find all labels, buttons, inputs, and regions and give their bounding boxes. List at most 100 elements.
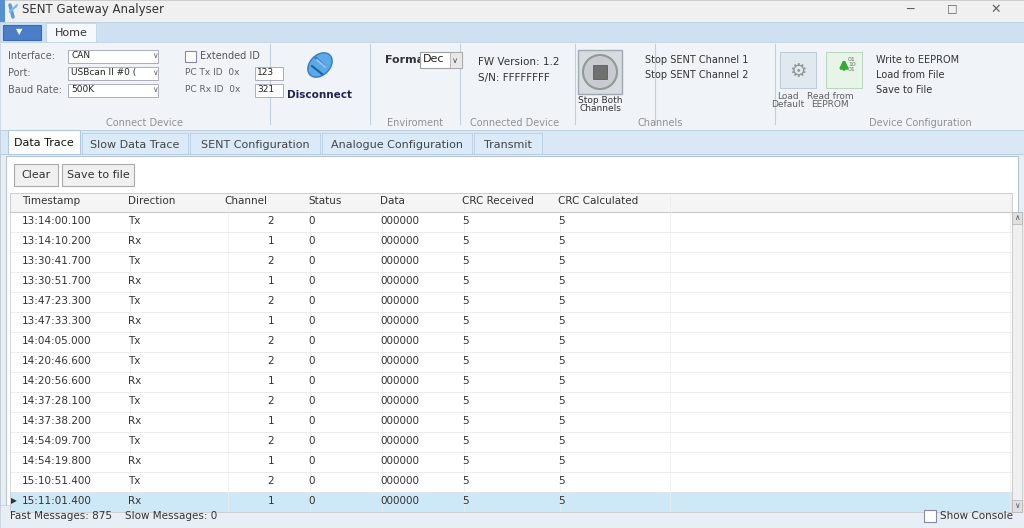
Text: 13:47:23.300: 13:47:23.300 bbox=[22, 296, 92, 306]
Text: SENT Configuration: SENT Configuration bbox=[201, 140, 309, 150]
Bar bbox=[62, 164, 134, 186]
Text: 5: 5 bbox=[558, 396, 564, 406]
Text: FW Version: 1.2: FW Version: 1.2 bbox=[478, 57, 559, 67]
Text: 01: 01 bbox=[848, 57, 856, 62]
Text: Default: Default bbox=[771, 100, 805, 109]
Bar bbox=[1012, 212, 1022, 512]
Text: Save to file: Save to file bbox=[67, 170, 129, 180]
Text: 14:54:19.800: 14:54:19.800 bbox=[22, 456, 92, 466]
Text: 1: 1 bbox=[267, 316, 274, 326]
Text: Load: Load bbox=[777, 92, 799, 101]
Ellipse shape bbox=[583, 55, 617, 89]
Text: 14:54:09.700: 14:54:09.700 bbox=[22, 436, 92, 446]
Text: 0: 0 bbox=[308, 376, 314, 386]
Text: 5: 5 bbox=[462, 436, 469, 446]
Text: 000000: 000000 bbox=[380, 376, 419, 386]
Text: USBcan II #0 (: USBcan II #0 ( bbox=[71, 68, 136, 77]
Bar bbox=[10, 352, 1012, 372]
Text: Status: Status bbox=[308, 196, 341, 206]
Text: Channels: Channels bbox=[579, 104, 621, 113]
Text: S/N: FFFFFFFF: S/N: FFFFFFFF bbox=[478, 73, 550, 83]
Text: 0: 0 bbox=[308, 256, 314, 266]
Text: Tx: Tx bbox=[128, 216, 140, 226]
Text: Transmit: Transmit bbox=[484, 140, 531, 150]
Text: 0: 0 bbox=[308, 336, 314, 346]
Text: ∨: ∨ bbox=[152, 51, 158, 60]
Text: Tx: Tx bbox=[128, 356, 140, 366]
Text: 13:14:00.100: 13:14:00.100 bbox=[22, 216, 92, 226]
Text: EEPROM: EEPROM bbox=[811, 100, 849, 109]
Text: 5: 5 bbox=[558, 296, 564, 306]
Text: 000000: 000000 bbox=[380, 416, 419, 426]
Text: 5: 5 bbox=[558, 436, 564, 446]
Text: 14:37:28.100: 14:37:28.100 bbox=[22, 396, 92, 406]
Text: 0: 0 bbox=[308, 316, 314, 326]
Bar bbox=[68, 67, 158, 80]
Text: Baud Rate:: Baud Rate: bbox=[8, 85, 62, 95]
Bar bbox=[10, 212, 1012, 232]
Text: 5: 5 bbox=[462, 396, 469, 406]
Bar bbox=[10, 193, 1012, 512]
Text: Connect Device: Connect Device bbox=[106, 118, 183, 128]
Text: 000000: 000000 bbox=[380, 476, 419, 486]
Text: Tx: Tx bbox=[128, 436, 140, 446]
Text: Interface:: Interface: bbox=[8, 51, 55, 61]
Text: 1: 1 bbox=[267, 416, 274, 426]
Text: 0: 0 bbox=[308, 496, 314, 506]
Text: ─: ─ bbox=[906, 3, 913, 16]
Text: Analogue Configuration: Analogue Configuration bbox=[331, 140, 463, 150]
Bar bbox=[0, 22, 1024, 42]
Text: 0: 0 bbox=[308, 296, 314, 306]
Text: ▶: ▶ bbox=[11, 496, 16, 505]
Text: 5: 5 bbox=[462, 256, 469, 266]
Text: Channels: Channels bbox=[637, 118, 683, 128]
Bar bbox=[1012, 500, 1022, 512]
Text: 5: 5 bbox=[558, 316, 564, 326]
Bar bbox=[10, 332, 1012, 352]
Bar bbox=[0, 0, 5, 22]
Text: 5: 5 bbox=[558, 336, 564, 346]
Text: Rx: Rx bbox=[128, 496, 141, 506]
Text: 2: 2 bbox=[267, 356, 274, 366]
Text: 0: 0 bbox=[308, 416, 314, 426]
Text: Direction: Direction bbox=[128, 196, 175, 206]
Text: 000000: 000000 bbox=[380, 496, 419, 506]
Text: 5: 5 bbox=[462, 456, 469, 466]
Text: Rx: Rx bbox=[128, 316, 141, 326]
Text: ⚙: ⚙ bbox=[790, 62, 807, 81]
Text: Tx: Tx bbox=[128, 396, 140, 406]
Text: 000000: 000000 bbox=[380, 296, 419, 306]
Text: 000000: 000000 bbox=[380, 276, 419, 286]
Text: □: □ bbox=[947, 3, 957, 13]
Text: 0: 0 bbox=[308, 216, 314, 226]
Bar bbox=[68, 50, 158, 63]
Text: 0: 0 bbox=[308, 456, 314, 466]
Bar bbox=[10, 452, 1012, 472]
Text: 10: 10 bbox=[848, 62, 856, 67]
Text: Timestamp: Timestamp bbox=[22, 196, 80, 206]
Bar bbox=[10, 312, 1012, 332]
Bar bbox=[10, 392, 1012, 412]
Text: 5: 5 bbox=[462, 336, 469, 346]
Text: 5: 5 bbox=[558, 236, 564, 246]
Bar bbox=[8, 130, 80, 154]
Text: Show Console: Show Console bbox=[940, 511, 1013, 521]
Text: ∨: ∨ bbox=[152, 85, 158, 94]
Text: Stop SENT Channel 1: Stop SENT Channel 1 bbox=[645, 55, 749, 65]
Text: 1: 1 bbox=[267, 236, 274, 246]
Text: Save to File: Save to File bbox=[876, 85, 932, 95]
Text: Rx: Rx bbox=[128, 276, 141, 286]
Text: 1: 1 bbox=[267, 376, 274, 386]
Bar bbox=[255, 67, 283, 80]
Text: Extended ID: Extended ID bbox=[200, 51, 260, 61]
Bar bbox=[593, 65, 607, 79]
Text: 2: 2 bbox=[267, 336, 274, 346]
Text: Device Configuration: Device Configuration bbox=[868, 118, 972, 128]
Bar bbox=[255, 84, 283, 97]
Text: 000000: 000000 bbox=[380, 336, 419, 346]
Bar bbox=[46, 23, 96, 42]
Text: Fast Messages: 875    Slow Messages: 0: Fast Messages: 875 Slow Messages: 0 bbox=[10, 511, 217, 521]
Text: 5: 5 bbox=[462, 296, 469, 306]
Text: 2: 2 bbox=[267, 216, 274, 226]
Text: Data Trace: Data Trace bbox=[14, 138, 74, 148]
